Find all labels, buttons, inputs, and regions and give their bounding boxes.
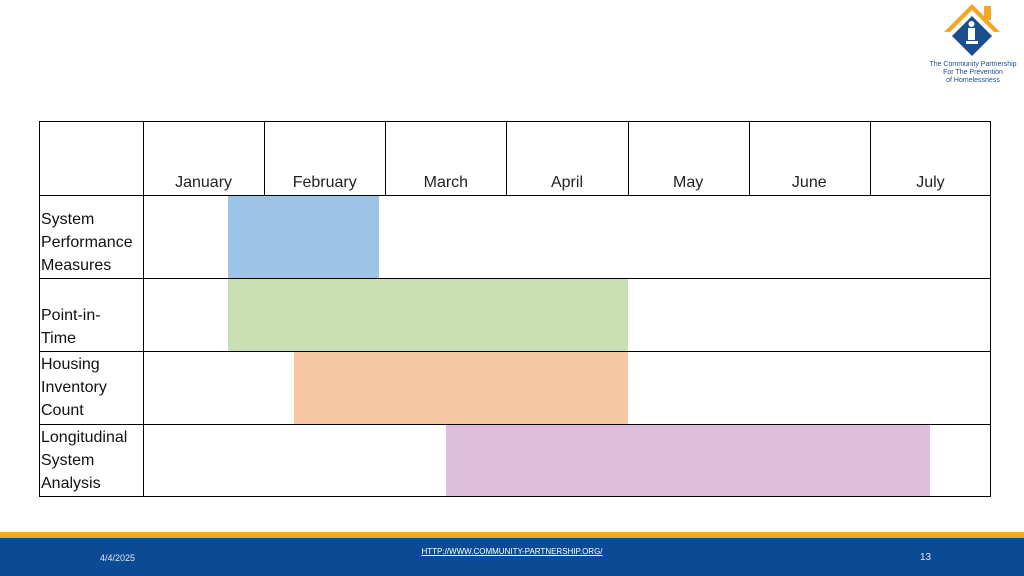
footer-date: 4/4/2025 bbox=[100, 553, 136, 563]
row-label: Point-in- Time bbox=[41, 304, 143, 350]
grid-horizontal-line bbox=[39, 351, 991, 352]
row-label-line: System bbox=[41, 211, 95, 228]
footer-bar bbox=[0, 538, 1024, 576]
grid-vertical-line bbox=[143, 121, 144, 497]
month-header: February bbox=[292, 174, 357, 191]
row-label-line: Count bbox=[41, 402, 84, 419]
row-label: Housing Inventory Count bbox=[41, 353, 143, 422]
month-header: March bbox=[423, 174, 469, 191]
grid-horizontal-line bbox=[39, 496, 991, 497]
logo-org-line1: The Community Partnership bbox=[929, 61, 1017, 68]
logo-org-line2: For The Prevention bbox=[943, 69, 1003, 76]
page-number: 13 bbox=[920, 552, 932, 563]
organization-logo: The Community Partnership For The Preven… bbox=[922, 0, 1024, 90]
row-label-line: Measures bbox=[41, 257, 112, 274]
grid-horizontal-line bbox=[39, 424, 991, 425]
grid-vertical-line bbox=[264, 121, 266, 195]
row-label-line: Housing bbox=[41, 356, 100, 373]
row-label-line: Point-in- bbox=[41, 307, 101, 324]
row-label-line: Performance bbox=[41, 234, 133, 251]
schedule-table: January February March April May June July Syst… bbox=[39, 121, 991, 497]
grid-vertical-line bbox=[385, 121, 387, 195]
row-label: System Performance Measures bbox=[41, 208, 143, 277]
month-header: May bbox=[673, 174, 704, 191]
grid-horizontal-line bbox=[39, 278, 991, 279]
grid-vertical-line bbox=[627, 121, 629, 195]
logo-org-line3: of Homelessness bbox=[946, 77, 1000, 84]
footer-url-link[interactable]: HTTP://WWW.COMMUNITY-PARTNERSHIP.ORG/ bbox=[421, 547, 603, 556]
schedule-bar bbox=[227, 279, 628, 351]
grid-vertical-line bbox=[748, 121, 750, 195]
grid-vertical-line bbox=[990, 121, 991, 497]
schedule-bar bbox=[227, 196, 380, 278]
row-label-line: Longitudinal bbox=[41, 429, 128, 446]
grid-vertical-line bbox=[869, 121, 871, 195]
grid-vertical-line bbox=[506, 121, 508, 195]
month-header: April bbox=[550, 174, 583, 191]
footer-accent-stripe bbox=[0, 532, 1024, 538]
row-label: Longitudinal System Analysis bbox=[41, 426, 143, 495]
grid-horizontal-line bbox=[39, 121, 991, 122]
month-header: July bbox=[916, 174, 945, 191]
schedule-bar bbox=[294, 352, 628, 424]
schedule-bar bbox=[445, 425, 931, 497]
row-label-line: Time bbox=[41, 330, 76, 347]
row-label-line: Analysis bbox=[41, 475, 101, 492]
row-label-line: System bbox=[41, 452, 95, 469]
month-header: June bbox=[791, 174, 827, 191]
row-label-line: Inventory bbox=[41, 379, 107, 396]
month-header: January bbox=[175, 174, 233, 191]
grid-horizontal-line bbox=[39, 195, 991, 196]
house-logo-icon bbox=[944, 4, 1000, 56]
grid-vertical-line bbox=[39, 121, 40, 497]
